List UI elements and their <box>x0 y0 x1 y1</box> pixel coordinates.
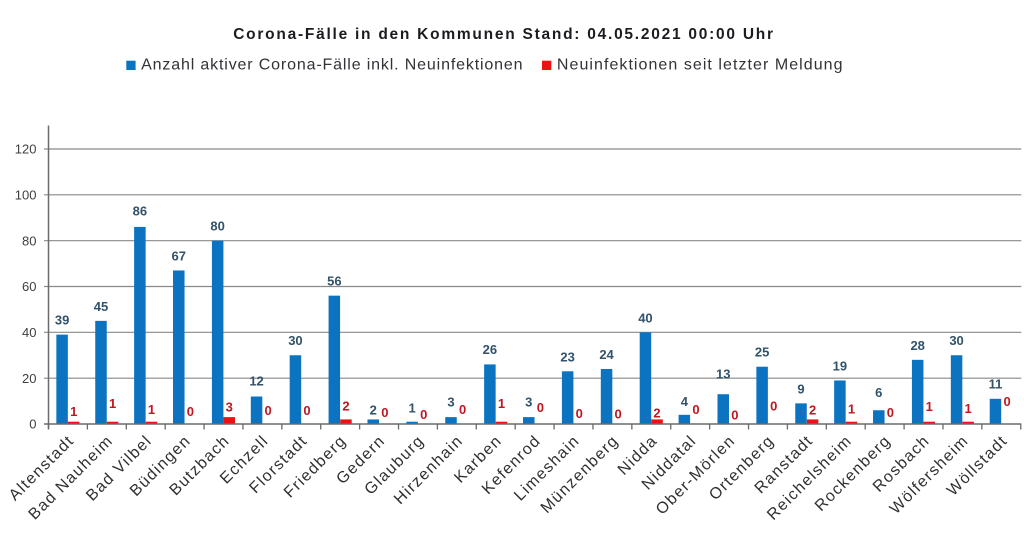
svg-text:39: 39 <box>55 313 69 328</box>
svg-text:4: 4 <box>681 394 689 409</box>
svg-text:0: 0 <box>1003 394 1010 409</box>
svg-text:0: 0 <box>731 407 738 422</box>
svg-text:86: 86 <box>133 204 147 219</box>
svg-text:Anzahl aktiver Corona-Fälle in: Anzahl aktiver Corona-Fälle inkl. Neuinf… <box>141 57 523 74</box>
svg-text:24: 24 <box>599 347 614 362</box>
svg-text:45: 45 <box>94 299 108 314</box>
svg-text:80: 80 <box>210 219 224 234</box>
svg-text:Neuinfektionen seit letzter Me: Neuinfektionen seit letzter Meldung <box>557 57 844 74</box>
svg-text:0: 0 <box>770 399 777 414</box>
svg-text:1: 1 <box>498 396 505 411</box>
svg-text:40: 40 <box>22 325 36 340</box>
svg-text:2: 2 <box>653 405 660 420</box>
svg-text:23: 23 <box>560 349 574 364</box>
svg-text:3: 3 <box>447 395 454 410</box>
svg-text:0: 0 <box>459 402 466 417</box>
svg-text:1: 1 <box>848 401 855 416</box>
svg-text:0: 0 <box>303 403 310 418</box>
svg-text:19: 19 <box>833 359 847 374</box>
svg-text:0: 0 <box>187 404 194 419</box>
svg-text:3: 3 <box>226 400 233 415</box>
svg-text:80: 80 <box>22 233 36 248</box>
svg-text:26: 26 <box>483 342 497 357</box>
svg-text:0: 0 <box>265 403 272 418</box>
svg-text:120: 120 <box>15 142 37 157</box>
svg-text:0: 0 <box>537 400 544 415</box>
svg-text:1: 1 <box>926 399 933 414</box>
svg-text:6: 6 <box>875 385 882 400</box>
svg-text:1: 1 <box>965 401 972 416</box>
svg-text:12: 12 <box>249 373 263 388</box>
svg-text:30: 30 <box>288 333 302 348</box>
svg-text:13: 13 <box>716 366 730 381</box>
svg-text:0: 0 <box>29 417 36 432</box>
svg-text:1: 1 <box>109 396 116 411</box>
svg-text:1: 1 <box>408 401 415 416</box>
svg-text:3: 3 <box>525 395 532 410</box>
svg-text:0: 0 <box>692 402 699 417</box>
svg-text:20: 20 <box>22 371 36 386</box>
svg-text:1: 1 <box>70 404 77 419</box>
svg-text:2: 2 <box>370 402 377 417</box>
svg-text:0: 0 <box>381 405 388 420</box>
svg-text:Corona-Fälle in den Kommunen S: Corona-Fälle in den Kommunen Stand: 04.0… <box>233 26 775 43</box>
svg-text:2: 2 <box>809 403 816 418</box>
svg-text:30: 30 <box>949 333 963 348</box>
svg-text:100: 100 <box>15 188 37 203</box>
svg-text:11: 11 <box>989 377 1003 392</box>
svg-text:25: 25 <box>755 345 769 360</box>
svg-text:9: 9 <box>797 382 804 397</box>
svg-text:0: 0 <box>615 407 622 422</box>
svg-text:56: 56 <box>327 274 341 289</box>
svg-text:0: 0 <box>576 406 583 421</box>
svg-text:2: 2 <box>342 399 349 414</box>
svg-text:67: 67 <box>172 249 186 264</box>
svg-text:40: 40 <box>638 310 652 325</box>
svg-text:0: 0 <box>887 405 894 420</box>
svg-text:60: 60 <box>22 279 36 294</box>
svg-text:0: 0 <box>420 407 427 422</box>
svg-text:1: 1 <box>148 402 155 417</box>
svg-text:28: 28 <box>910 338 924 353</box>
